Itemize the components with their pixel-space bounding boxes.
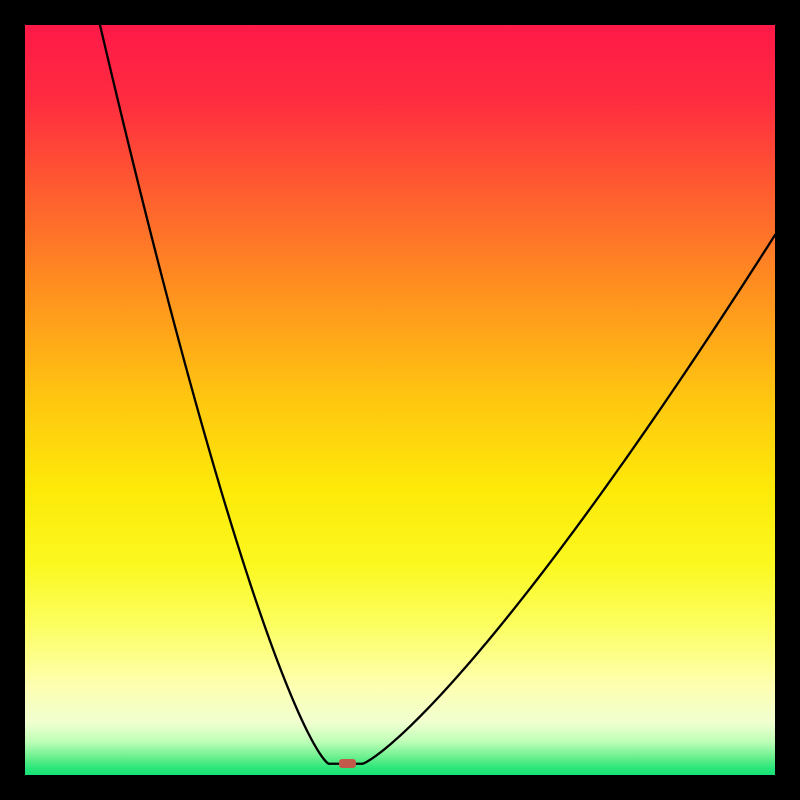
curve-path	[100, 25, 775, 764]
chart-frame: TheBottleneck.com	[0, 0, 800, 800]
bottleneck-curve	[25, 25, 775, 775]
frame-border-bottom	[0, 775, 800, 800]
frame-border-left	[0, 0, 25, 800]
frame-border-top	[0, 0, 800, 25]
frame-border-right	[775, 0, 800, 800]
chart-plot-area	[25, 25, 775, 775]
optimum-marker	[339, 759, 356, 768]
